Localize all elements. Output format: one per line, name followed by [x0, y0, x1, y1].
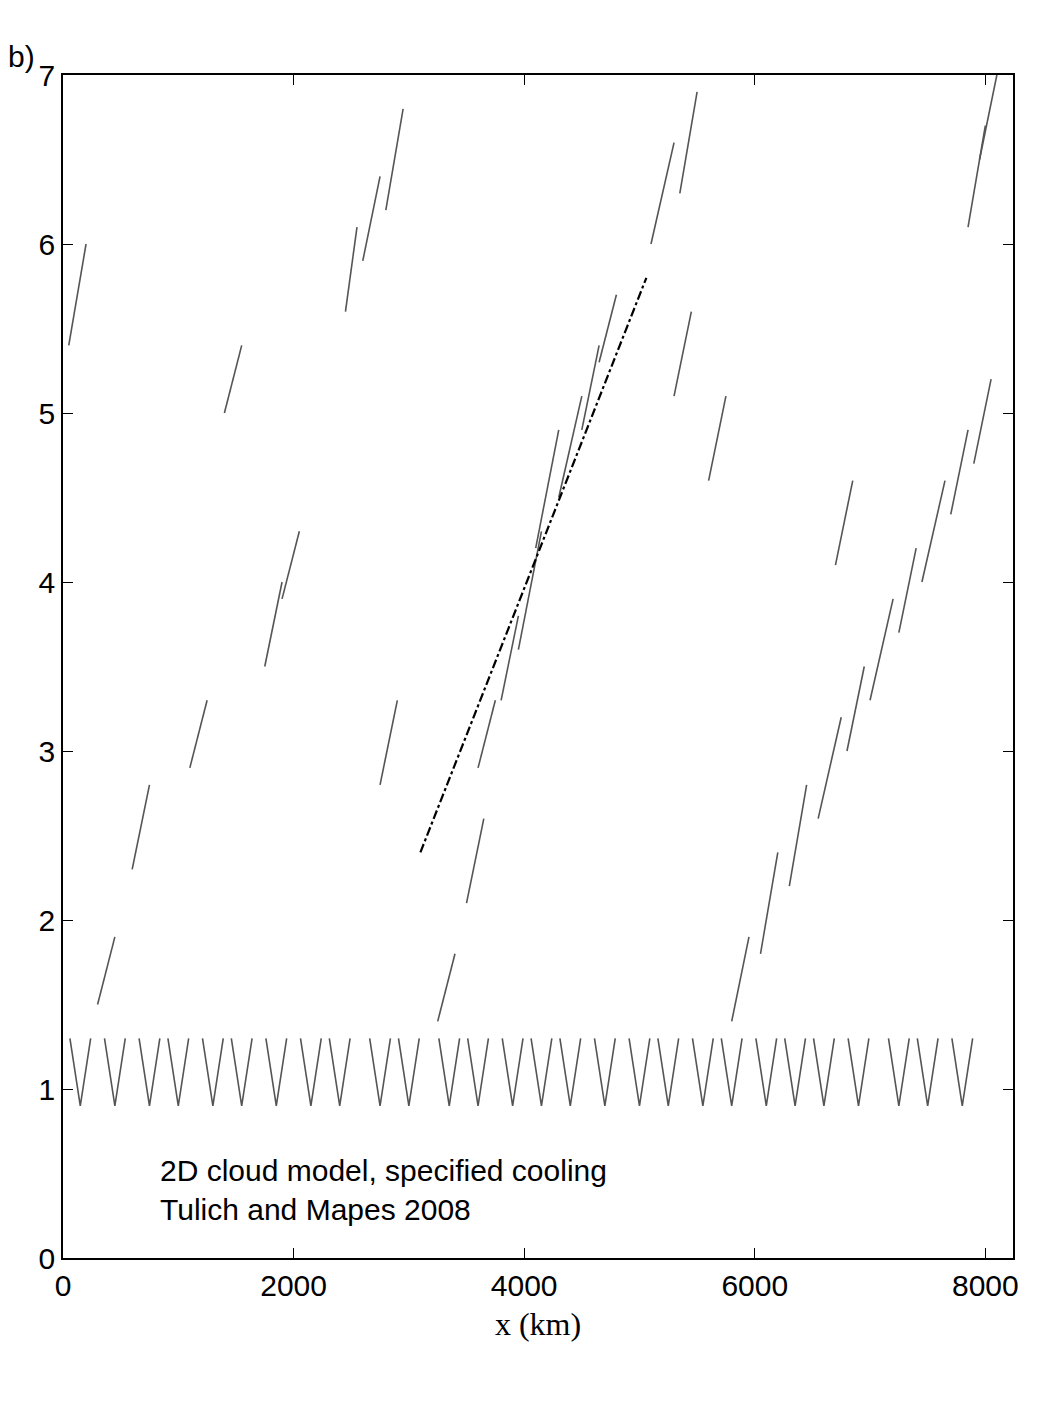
svg-text:0: 0 [55, 1269, 72, 1302]
svg-text:b): b) [8, 40, 35, 73]
svg-text:6: 6 [39, 228, 56, 261]
svg-text:2D cloud model, specified cool: 2D cloud model, specified coolingTulich … [160, 1154, 607, 1226]
svg-text:0: 0 [39, 1242, 56, 1275]
svg-text:5: 5 [39, 397, 56, 430]
svg-text:7: 7 [39, 59, 56, 92]
svg-text:2: 2 [39, 904, 56, 937]
svg-text:8000: 8000 [952, 1269, 1019, 1302]
svg-text:2000: 2000 [260, 1269, 327, 1302]
svg-text:6000: 6000 [721, 1269, 788, 1302]
svg-text:1: 1 [39, 1073, 56, 1106]
svg-text:3: 3 [39, 735, 56, 768]
svg-text:4000: 4000 [491, 1269, 558, 1302]
svg-text:x (km): x (km) [495, 1306, 581, 1342]
svg-text:4: 4 [39, 566, 56, 599]
